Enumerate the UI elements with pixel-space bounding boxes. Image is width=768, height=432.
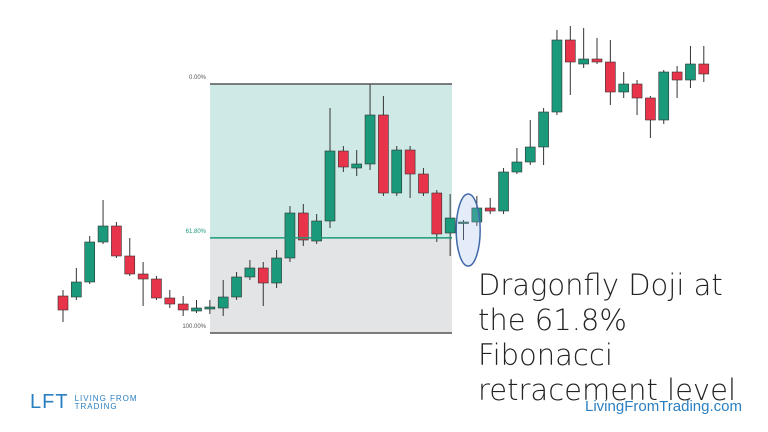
candle-body	[351, 163, 363, 169]
fib-label: 61.80%	[186, 229, 207, 235]
candle-body	[484, 207, 496, 212]
candle-body	[564, 39, 576, 63]
fib-label: 100.00%	[182, 324, 206, 330]
candle-body	[164, 297, 176, 305]
candle-body	[418, 173, 429, 194]
website: LivingFromTrading.com	[585, 398, 742, 415]
candle-body	[378, 114, 389, 194]
candle-body	[244, 267, 256, 278]
candle-body	[231, 276, 242, 298]
candle-body	[324, 150, 336, 222]
candle-body	[391, 149, 403, 194]
fib-label: 0.00%	[189, 75, 207, 81]
candle-body	[671, 71, 683, 81]
candle-body	[151, 278, 162, 299]
candle-body	[605, 61, 616, 93]
candle-body	[524, 146, 536, 163]
candle-body	[338, 150, 349, 168]
candle-body	[137, 273, 149, 280]
candle-body	[297, 212, 309, 241]
highlight	[455, 193, 481, 267]
candle-body	[698, 63, 710, 75]
candle-body	[645, 97, 656, 121]
candle-body	[71, 281, 82, 298]
candle-body	[444, 217, 456, 234]
candle-body	[498, 171, 509, 212]
candle-body	[84, 241, 95, 283]
candle-body	[124, 255, 136, 275]
candle-body	[578, 58, 589, 65]
candle-body	[204, 306, 216, 310]
candle-body	[471, 207, 483, 223]
candle-body	[618, 83, 630, 93]
candle-body	[431, 192, 443, 235]
candle-body	[57, 295, 69, 311]
logo-mark: LFT	[30, 391, 69, 413]
logo: LFT LIVING FROM TRADING	[30, 391, 138, 414]
candle-body	[551, 39, 563, 113]
candle-body	[271, 257, 282, 284]
candle-body	[284, 212, 296, 259]
logo-text: TRADING	[74, 401, 118, 411]
candle-body	[658, 71, 670, 121]
candle-body	[591, 58, 603, 63]
candle-body	[311, 220, 322, 242]
candle-body	[538, 111, 549, 148]
candle-body	[177, 303, 189, 311]
candle-body	[404, 149, 416, 175]
candle-body	[191, 307, 202, 312]
fib-zone	[210, 237, 452, 333]
candle-body	[511, 161, 523, 173]
candle-body	[631, 83, 643, 99]
candle-body	[97, 225, 109, 243]
annotation: Dragonfly Doji at the 61.8% Fibonacci re…	[478, 268, 736, 407]
logo-text: LIVING FROM	[74, 393, 138, 403]
candle-body	[217, 296, 229, 309]
candle-body	[685, 63, 696, 81]
candle-body	[458, 221, 469, 224]
candle-body	[257, 267, 269, 284]
candle-body	[364, 114, 376, 165]
candle-body	[111, 225, 122, 257]
